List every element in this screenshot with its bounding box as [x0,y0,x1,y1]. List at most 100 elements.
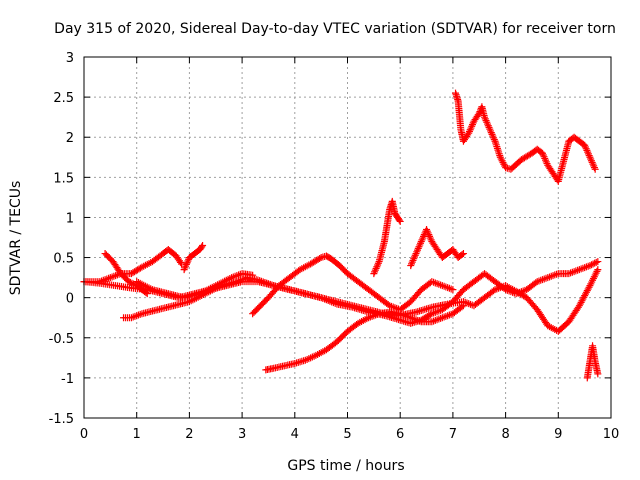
data-point [591,165,599,173]
data-point [483,118,491,126]
data-point [426,232,434,240]
y-tick-label: -1 [61,372,74,387]
data-point [541,154,549,162]
data-point [449,286,457,294]
series-track-g [249,252,457,318]
data-point [407,262,415,270]
x-tick-label: 1 [133,427,141,442]
x-tick-label: 9 [554,427,562,442]
data-point [413,248,421,256]
data-point [474,111,482,119]
data-point [490,136,498,144]
data-point [459,250,467,258]
data-point [586,153,594,161]
data-point [182,262,190,270]
data-point [589,260,597,268]
data-point [540,153,548,161]
series-track-j [407,225,467,270]
data-point [481,113,489,121]
data-point [484,120,492,128]
data-point [581,143,589,151]
data-point [396,217,404,225]
data-point [594,370,602,378]
data-point [423,227,431,235]
data-point [590,162,598,170]
series-track-i [370,197,404,278]
y-tick-label: 0.5 [53,252,74,267]
y-tick-label: -0.5 [49,332,74,347]
chart-title: Day 315 of 2020, Sidereal Day-to-day VTE… [54,21,616,37]
data-point [408,258,416,266]
data-point [459,302,467,310]
y-tick-label: 3 [66,51,74,66]
data-point [487,129,495,137]
x-axis-label: GPS time / hours [287,458,404,474]
data-point [416,241,424,249]
data-point [583,146,591,154]
y-tick-label: 1.5 [53,171,74,186]
data-point [484,122,492,130]
data-point [182,260,190,268]
x-tick-label: 10 [603,427,620,442]
data-point [488,130,496,138]
x-tick-label: 4 [291,427,299,442]
data-point [417,239,425,247]
data-point [412,250,420,258]
data-point [587,155,595,163]
y-axis-ticks: -1.5 -1 -0.5 0 0.5 1 1.5 2 2.5 3 [49,51,611,427]
data-point [426,234,434,242]
y-tick-label: 2 [66,131,74,146]
data-point [482,117,490,125]
data-point [594,266,602,274]
y-tick-label: 2.5 [53,91,74,106]
x-tick-label: 8 [501,427,509,442]
data-point [423,225,431,233]
data-point [588,158,596,166]
data-point [125,278,133,286]
x-tick-label: 3 [238,427,246,442]
data-point [199,242,207,250]
x-tick-label: 0 [80,427,88,442]
data-point [465,127,473,135]
data-point [489,132,497,140]
data-point [411,251,419,259]
data-point [486,125,494,133]
series-track-l [583,342,602,382]
data-point [249,271,257,279]
data-point [373,263,381,271]
data-point [538,149,546,157]
data-point [591,259,599,267]
data-point [374,261,382,269]
data-point [582,145,590,153]
data-point [590,164,598,172]
data-point [126,278,134,286]
data-point [371,266,379,274]
data-point [542,158,550,166]
series-track-c [101,250,151,298]
data-point [542,156,550,164]
data-point [316,254,324,262]
data-point [592,258,600,266]
series-track-f [133,270,257,302]
data-point [466,126,474,134]
data-point [458,251,466,259]
data-point [395,216,403,224]
data-point [181,264,189,272]
data-point [176,258,184,266]
y-tick-label: 0 [66,292,74,307]
data-marks [80,89,602,382]
data-point [588,261,596,269]
data-point [581,141,589,149]
data-point [183,259,191,267]
data-point [409,256,417,264]
series-track-a [80,246,185,286]
data-point [487,127,495,135]
data-point [418,236,426,244]
data-point [468,122,476,130]
data-point [584,148,592,156]
data-point [411,253,419,261]
data-point [584,150,592,158]
data-point [458,303,466,311]
x-axis-ticks: 0 1 2 3 4 5 6 7 8 9 10 [80,57,619,442]
